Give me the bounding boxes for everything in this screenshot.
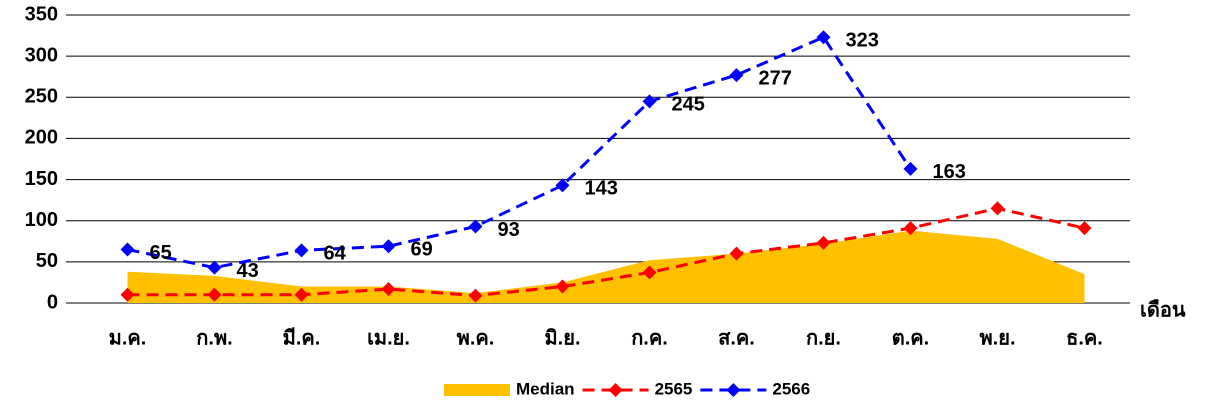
x-tick-label: ธ.ค. (1066, 327, 1103, 349)
y-tick-label: 0 (47, 291, 58, 313)
marker (207, 287, 222, 302)
marker (642, 265, 657, 280)
marker (729, 68, 744, 83)
marker (1077, 221, 1092, 236)
data-label: 65 (150, 242, 172, 264)
x-axis-label: เดือน (1140, 298, 1186, 321)
x-tick-label: มิ.ย. (544, 327, 580, 349)
x-tick-label: ส.ค. (718, 327, 755, 349)
marker (120, 242, 135, 257)
legend-label: 2565 (655, 379, 693, 398)
marker (468, 288, 483, 303)
legend-marker (608, 383, 623, 397)
y-tick-label: 250 (25, 86, 58, 108)
x-tick-label: มี.ค. (283, 326, 321, 349)
x-tick-label: ก.พ. (196, 327, 232, 349)
y-tick-label: 300 (25, 44, 58, 66)
legend-marker (726, 383, 741, 397)
x-tick-label: พ.ค. (457, 327, 495, 349)
marker (642, 94, 657, 109)
x-tick-label: ม.ค. (109, 327, 147, 349)
line (127, 35, 912, 270)
marker (381, 282, 396, 297)
marker (816, 30, 831, 45)
data-label: 323 (846, 29, 879, 51)
x-tick-label: เม.ย. (367, 327, 410, 349)
legend-swatch (444, 384, 510, 396)
data-label: 245 (672, 94, 705, 116)
y-tick-label: 200 (25, 127, 58, 149)
marker (120, 287, 135, 302)
marker (555, 279, 570, 294)
marker (903, 221, 918, 236)
marker (903, 161, 918, 176)
legend-label: 2566 (772, 379, 810, 398)
marker (207, 260, 222, 275)
area (127, 230, 1085, 303)
data-label: 69 (411, 239, 433, 261)
marker (381, 239, 396, 254)
marker (294, 287, 309, 302)
legend-label: Median (516, 379, 575, 398)
x-tick-label: ก.ค. (631, 327, 668, 349)
y-tick-label: 50 (36, 250, 58, 272)
x-tick-label: ก.ย. (806, 327, 841, 349)
marker (468, 219, 483, 234)
y-tick-label: 100 (25, 209, 58, 231)
x-tick-label: ต.ค. (892, 327, 929, 349)
marker (990, 201, 1005, 216)
marker (816, 235, 831, 250)
data-label: 93 (498, 219, 520, 241)
data-label: 64 (324, 243, 347, 265)
line (127, 206, 1085, 298)
marker (729, 246, 744, 261)
x-tick-label: พ.ย. (979, 327, 1015, 349)
marker (555, 178, 570, 193)
data-label: 163 (933, 161, 966, 183)
data-label: 143 (585, 178, 618, 200)
y-tick-label: 350 (25, 3, 58, 25)
marker (294, 243, 309, 258)
data-label: 43 (237, 260, 259, 282)
y-tick-label: 150 (25, 168, 58, 190)
data-label: 277 (759, 67, 792, 89)
